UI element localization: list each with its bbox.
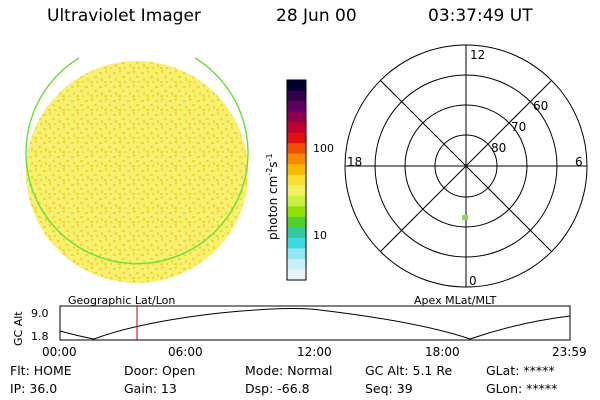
gc-alt-status: GC Alt: 5.1 Re xyxy=(365,363,453,378)
altitude-tick-top: 9.0 xyxy=(31,307,49,320)
colorbar-segment xyxy=(287,227,306,239)
uv-image-rim xyxy=(25,57,249,265)
instrument-title: Ultraviolet Imager xyxy=(47,6,201,26)
mlat-label-60: 60 xyxy=(533,99,548,113)
altitude-curve xyxy=(59,308,571,340)
mlt-label-top: 12 xyxy=(470,48,485,62)
mlt-label-bottom: 0 xyxy=(469,274,477,288)
geographic-title: Geographic Lat/Lon xyxy=(68,294,175,307)
colorbar-segment xyxy=(287,90,306,102)
colorbar-segment xyxy=(287,269,306,281)
colorbar-segment xyxy=(287,195,306,207)
polar-diagonal-2 xyxy=(380,80,552,252)
colorbar-segment xyxy=(287,122,306,134)
colorbar-segment xyxy=(287,216,306,228)
colorbar-segment xyxy=(287,237,306,250)
polar-emission-spot xyxy=(462,215,468,220)
apex-title: Apex MLat/MLT xyxy=(414,294,497,307)
dsp-status: Dsp: -66.8 xyxy=(245,381,310,396)
time-tick-1800: 18:00 xyxy=(425,345,460,359)
colorbar xyxy=(287,80,306,281)
altitude-plot-frame xyxy=(59,305,571,341)
date-label: 28 Jun 00 xyxy=(276,6,357,26)
mlt-label-right: 6 xyxy=(575,155,583,169)
filter-status: Flt: HOME xyxy=(10,363,72,378)
colorbar-segment xyxy=(287,132,306,144)
colorbar-segment xyxy=(287,174,306,186)
colorbar-segment xyxy=(287,111,306,123)
glat-status: GLat: ***** xyxy=(486,363,555,378)
uv-image xyxy=(25,57,249,283)
mode-status: Mode: Normal xyxy=(245,363,333,378)
colorbar-segment xyxy=(287,185,306,197)
colorbar-segment xyxy=(287,248,306,260)
uv-image-pixels xyxy=(26,61,248,283)
colorbar-segment xyxy=(287,101,306,113)
colorbar-tick-10: 10 xyxy=(313,229,327,242)
colorbar-unit-label: photon cm-2s-1 xyxy=(265,153,280,240)
colorbar-segment xyxy=(287,164,306,176)
time-tick-0000: 00:00 xyxy=(42,345,77,359)
time-tick-1200: 12:00 xyxy=(297,345,332,359)
gain-status: Gain: 13 xyxy=(124,381,177,396)
glon-status: GLon: ***** xyxy=(486,381,558,396)
mlat-label-70: 70 xyxy=(511,120,526,134)
time-tick-2359: 23:59 xyxy=(552,345,587,359)
time-axis: 00:00 06:00 12:00 18:00 23:59 xyxy=(42,345,587,359)
time-tick-0600: 06:00 xyxy=(168,345,203,359)
door-status: Door: Open xyxy=(124,363,196,378)
time-label: 03:37:49 UT xyxy=(428,6,533,26)
colorbar-segment xyxy=(287,258,306,271)
ip-status: IP: 36.0 xyxy=(10,381,58,396)
altitude-tick-bottom: 1.8 xyxy=(31,330,49,343)
seq-status: Seq: 39 xyxy=(365,381,413,396)
colorbar-segment xyxy=(287,143,306,155)
mlt-label-left: 18 xyxy=(347,155,362,169)
colorbar-segment xyxy=(287,80,306,92)
polar-grid xyxy=(344,44,588,288)
colorbar-segment xyxy=(287,206,306,218)
colorbar-segment xyxy=(287,153,306,165)
colorbar-tick-100: 100 xyxy=(313,142,334,155)
altitude-axis-label: GC Alt xyxy=(12,311,25,346)
mlat-label-80: 80 xyxy=(491,141,506,155)
polar-labels: 12 18 6 0 60 70 80 xyxy=(347,48,583,288)
colorbar-frame xyxy=(286,79,307,281)
